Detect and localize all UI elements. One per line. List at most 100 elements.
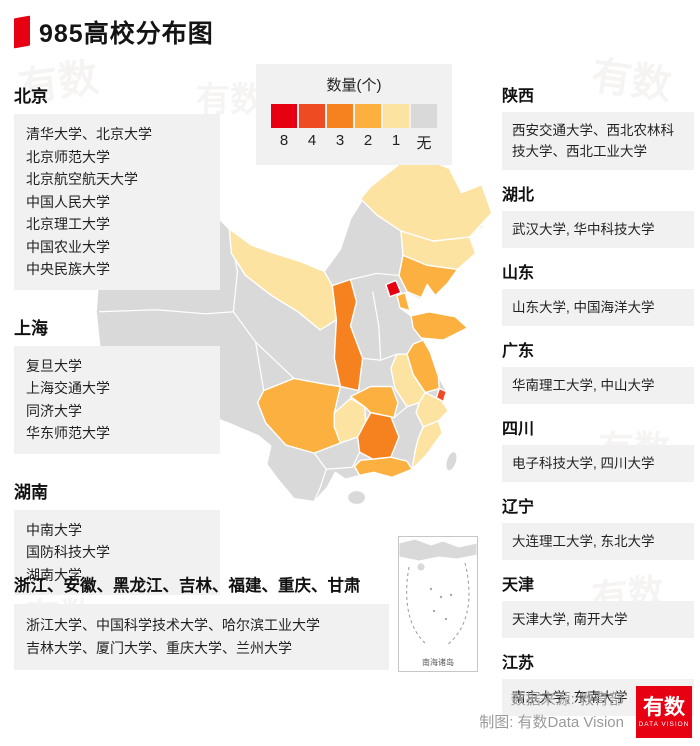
province-liaoning: [398, 254, 459, 299]
legend-item: 4: [299, 104, 325, 153]
university-list: 山东大学, 中国海洋大学: [502, 289, 694, 326]
province-name: 浙江、安徽、黑龙江、吉林、福建、重庆、甘肃: [14, 577, 361, 595]
university-line: 湖南大学: [26, 566, 82, 583]
university-line: 北京理工大学: [26, 216, 110, 232]
university-line: 复旦大学: [26, 357, 82, 374]
data-source-text: 数据来源: 教育部: [510, 691, 624, 708]
province-name: 天津: [502, 577, 535, 594]
legend-swatch-icon: [299, 104, 325, 128]
province-name: 北京: [14, 87, 48, 106]
province-block-shaanxi: 陕西 西安交通大学、西北农林科技大学、西北工业大学: [502, 82, 694, 170]
university-list: 电子科技大学, 四川大学: [502, 445, 694, 482]
legend-swatch-label: 1: [391, 132, 401, 149]
university-list: 天津大学, 南开大学: [502, 601, 694, 638]
province-tianjin: [396, 291, 411, 312]
province-beijing: [385, 279, 402, 298]
province-block-beijing: 北京 清华大学、北京大学 北京师范大学 北京航空航天大学 中国人民大学 北京理工…: [14, 82, 220, 290]
legend-swatch-label: 3: [335, 132, 345, 149]
right-panel: 陕西 西安交通大学、西北农林科技大学、西北工业大学 湖北 武汉大学, 华中科技大…: [502, 82, 694, 727]
province-block-tianjin: 天津 天津大学, 南开大学: [502, 571, 694, 638]
province-fujian: [411, 420, 444, 470]
island-hainan: [346, 489, 367, 506]
legend-swatch-label: 8: [279, 132, 289, 149]
university-list: 复旦大学 上海交通大学 同济大学 华东师范大学: [14, 345, 220, 454]
province-hubei: [349, 385, 399, 419]
province-name: 湖北: [502, 187, 535, 204]
university-line: 北京师范大学: [26, 148, 110, 165]
inset-label: 南海诸岛: [422, 658, 454, 667]
background-watermark: 有数: [196, 81, 264, 119]
legend-swatch-label: 2: [363, 132, 373, 149]
footer-credits: 数据来源: 教育部 制图: 有数Data Vision: [479, 688, 624, 734]
province-block-hubei: 湖北 武汉大学, 华中科技大学: [502, 181, 694, 248]
university-list: 西安交通大学、西北农林科技大学、西北工业大学: [502, 112, 694, 170]
province-guangdong: [353, 456, 413, 479]
logo-sub-text: DATA VISION: [638, 720, 690, 728]
legend-swatch-label: 无: [416, 135, 432, 152]
university-line: 中国人民大学: [26, 193, 110, 210]
university-list: 武汉大学, 华中科技大学: [502, 211, 694, 248]
province-block-shandong: 山东 山东大学, 中国海洋大学: [502, 259, 694, 326]
province-shanghai: [435, 387, 448, 403]
left-panel: 北京 清华大学、北京大学 北京师范大学 北京航空航天大学 中国人民大学 北京理工…: [14, 82, 220, 619]
university-list: 中南大学 国防科技大学 湖南大学: [14, 509, 220, 595]
province-zhejiang: [415, 391, 450, 428]
province-block-sichuan: 四川 电子科技大学, 四川大学: [502, 415, 694, 482]
province-name: 广东: [502, 343, 535, 360]
province-borders: [99, 228, 408, 502]
youshu-logo: 有数 DATA VISION: [636, 686, 692, 738]
university-line: 北京航空航天大学: [26, 171, 138, 187]
south-china-sea-inset: 南海诸岛: [398, 536, 478, 672]
university-line: 同济大学: [26, 402, 82, 419]
legend-swatch-label: 4: [307, 132, 317, 149]
legend: 数量(个) 8 4 3 2 1: [256, 64, 452, 165]
province-block-liaoning: 辽宁 大连理工大学, 东北大学: [502, 493, 694, 560]
university-list: 清华大学、北京大学 北京师范大学 北京航空航天大学 中国人民大学 北京理工大学 …: [14, 114, 220, 290]
university-line: 国防科技大学: [26, 544, 110, 560]
legend-item: 3: [327, 104, 353, 153]
legend-swatch-icon: [355, 104, 381, 128]
university-line: 华东师范大学: [26, 425, 110, 441]
university-line: 清华大学、北京大学: [26, 126, 152, 142]
university-line: 中央民族大学: [26, 261, 110, 277]
credit-text: 制图: 有数Data Vision: [479, 714, 624, 731]
province-block-shanghai: 上海 复旦大学 上海交通大学 同济大学 华东师范大学: [14, 314, 220, 454]
legend-swatches: 8 4 3 2 1 无: [268, 104, 440, 153]
province-name: 湖南: [14, 482, 48, 502]
legend-swatch-icon: [383, 104, 409, 128]
legend-swatch-icon: [327, 104, 353, 128]
legend-swatch-icon: [271, 104, 297, 128]
university-list: 大连理工大学, 东北大学: [502, 523, 694, 560]
page-title: 985高校分布图: [39, 20, 214, 48]
title-flag-icon: [14, 15, 30, 49]
legend-item: 2: [355, 104, 381, 153]
bottom-panel: 浙江、安徽、黑龙江、吉林、福建、重庆、甘肃 浙江大学、中国科学技术大学、哈尔滨工…: [14, 572, 389, 670]
province-name: 山东: [502, 265, 535, 282]
university-line: 上海交通大学: [26, 380, 110, 396]
university-line: 中南大学: [26, 521, 82, 538]
island-taiwan: [445, 450, 458, 472]
province-shandong: [410, 311, 469, 341]
legend-item: 8: [271, 104, 297, 153]
legend-swatch-icon: [411, 104, 437, 128]
province-block-hunan: 湖南 中南大学 国防科技大学 湖南大学: [14, 478, 220, 595]
legend-title: 数量(个): [326, 77, 382, 94]
province-name: 辽宁: [502, 499, 535, 516]
university-list: 华南理工大学, 中山大学: [502, 367, 694, 404]
province-name: 四川: [502, 421, 535, 438]
province-shaanxi: [331, 278, 364, 392]
south-china-sea-mini-map: [399, 538, 477, 646]
province-name: 江苏: [502, 655, 535, 672]
legend-item: 1: [383, 104, 409, 153]
logo-main-text: 有数: [643, 695, 685, 719]
province-name: 上海: [14, 318, 48, 338]
province-name: 陕西: [502, 88, 535, 105]
legend-item: 无: [411, 104, 437, 153]
province-block-guangdong: 广东 华南理工大学, 中山大学: [502, 337, 694, 404]
university-line: 中国农业大学: [26, 238, 110, 255]
university-list: 浙江大学、中国科学技术大学、哈尔滨工业大学 吉林大学、厦门大学、重庆大学、兰州大…: [14, 604, 389, 670]
header: 985高校分布图: [14, 14, 214, 50]
university-line: 吉林大学、厦门大学、重庆大学、兰州大学: [26, 640, 292, 656]
university-line: 浙江大学、中国科学技术大学、哈尔滨工业大学: [26, 617, 320, 633]
